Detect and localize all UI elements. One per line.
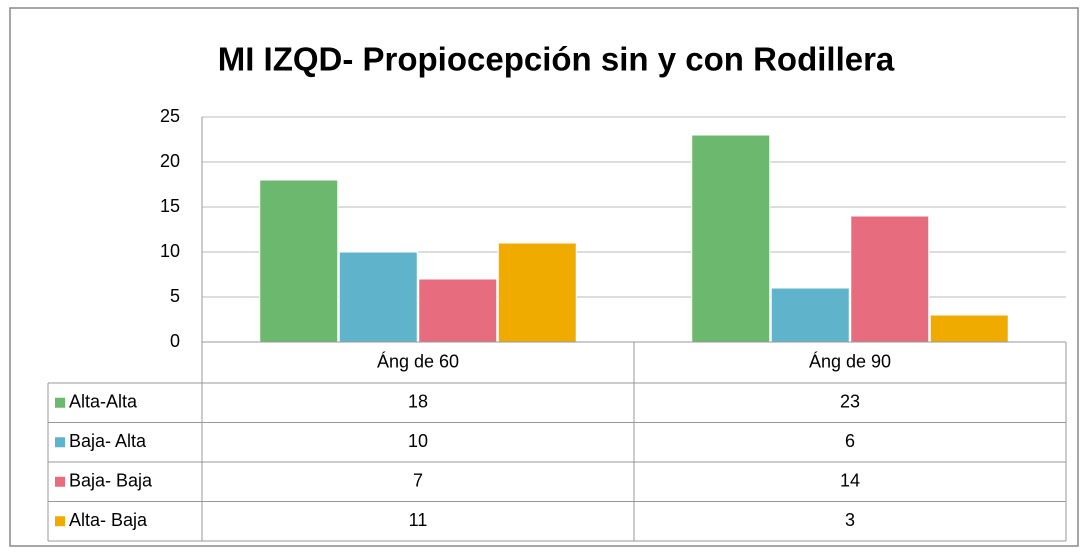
table-value: 14 — [840, 471, 860, 491]
legend-label: Alta-Alta — [69, 392, 138, 412]
table-value: 23 — [840, 392, 860, 412]
bar — [691, 134, 771, 343]
legend-label: Baja- Alta — [69, 431, 147, 451]
table-value: 18 — [408, 392, 428, 412]
y-tick-label: 25 — [160, 106, 180, 126]
y-tick-label: 5 — [170, 286, 180, 306]
table-value: 6 — [845, 431, 855, 451]
bar — [770, 287, 850, 343]
bar — [850, 215, 930, 343]
y-tick-label: 10 — [160, 241, 180, 261]
bar — [338, 251, 418, 343]
table-value: 3 — [845, 510, 855, 530]
bar — [418, 278, 498, 343]
chart-title: MI IZQD- Propiocepción sin y con Rodille… — [218, 41, 895, 78]
legend-swatch — [55, 437, 65, 448]
x-tick-label: Áng de 90 — [809, 351, 891, 371]
y-tick-label: 0 — [170, 331, 180, 351]
bar — [929, 314, 1009, 343]
legend-swatch — [55, 397, 65, 408]
legend-swatch — [55, 516, 65, 527]
legend-label: Alta- Baja — [69, 510, 148, 530]
y-tick-label: 15 — [160, 196, 180, 216]
table-value: 7 — [413, 471, 423, 491]
y-tick-label: 20 — [160, 151, 180, 171]
table-value: 10 — [408, 431, 428, 451]
x-tick-label: Áng de 60 — [377, 351, 459, 371]
table-value: 11 — [409, 510, 428, 530]
legend-swatch — [55, 476, 65, 487]
bar — [497, 242, 577, 343]
legend-label: Baja- Baja — [69, 471, 153, 491]
bar — [259, 179, 339, 343]
